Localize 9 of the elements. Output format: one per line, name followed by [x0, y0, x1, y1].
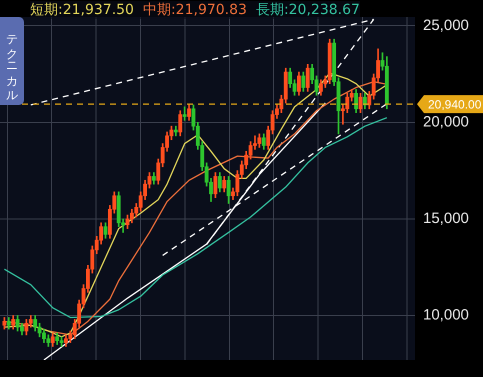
text: 短期:21,937.50 — [30, 1, 134, 19]
annotation: テクニカル — [0, 17, 24, 105]
y-tick-label: 15,000 — [423, 210, 469, 228]
y-tick-label: 10,000 — [423, 306, 469, 324]
y-tick-label: 20,000 — [423, 113, 469, 130]
text: 中期:21,970.83 — [142, 1, 247, 19]
y-tick-label: 25,000 — [423, 16, 469, 34]
ref-line-label: 20,940.00 — [428, 97, 482, 112]
text: 長期:20,238.67 — [256, 1, 360, 19]
